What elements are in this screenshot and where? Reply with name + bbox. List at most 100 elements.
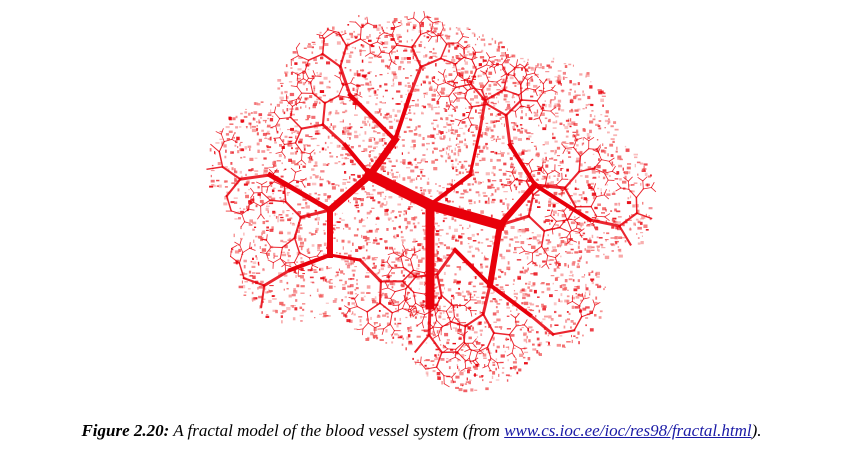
speckle [492,337,495,341]
speckle [267,114,272,116]
speckle [576,265,580,269]
speckle [430,360,435,362]
vessel-segment [504,98,523,117]
speckle [546,247,549,249]
speckle [431,77,433,81]
speckle [589,85,593,89]
speckle [334,298,338,301]
speckle [294,163,299,166]
speckle [470,281,473,283]
speckle [402,161,406,165]
speckle [522,266,524,270]
speckle [413,147,415,150]
speckle [569,88,572,91]
speckle [598,175,600,178]
speckle [547,234,549,237]
vessel-segment [471,46,477,53]
speckle [275,216,278,219]
speckle [271,226,274,230]
speckle [347,302,350,306]
vessel-segment [603,170,613,174]
speckle [448,114,453,116]
speckle [342,119,344,123]
speckle [581,142,584,146]
speckle [517,128,521,132]
vessel-segment [293,179,303,183]
vessel-segment [301,151,303,161]
vessel-segment [374,325,381,329]
speckle [234,170,238,174]
speckle [476,296,480,298]
speckle [296,180,299,184]
vessel-segment [502,88,520,96]
vessel-segment [388,52,392,62]
speckle [612,140,615,143]
speckle [543,176,548,180]
speckle [518,152,523,156]
vessel-segment [346,308,351,315]
vessel-segment [426,32,433,38]
vessel-segment [260,213,265,220]
speckle [221,141,225,144]
speckle [556,267,561,269]
speckle [395,103,400,105]
source-link[interactable]: www.cs.ioc.ee/ioc/res98/fractal.html [504,421,752,440]
speckle [443,135,446,139]
speckle [307,182,311,186]
speckle [519,174,523,178]
speckle [241,121,244,123]
vessel-segment [464,87,472,95]
speckle [237,146,239,149]
speckle [575,113,579,116]
speckle [302,165,306,168]
speckle [337,221,341,223]
speckle [391,261,396,263]
speckle [323,312,327,316]
speckle [479,375,483,378]
speckle [501,371,505,374]
speckle [411,44,417,48]
speckle [314,192,317,195]
speckle [309,276,314,279]
speckle [533,111,536,114]
speckle [354,293,357,295]
speckle [537,206,541,208]
speckle [390,169,393,172]
speckle [462,295,466,297]
vessel-segment [283,185,287,203]
speckle [346,127,351,129]
vessel-segment [349,97,356,104]
vessel-segment [481,283,492,317]
vessel-segment [493,66,496,74]
speckle [452,352,455,354]
speckle [535,65,539,68]
speckle [560,293,563,297]
speckle [360,297,364,301]
speckle [526,178,529,182]
speckle [256,103,261,106]
vessel-segment [443,375,453,378]
speckle [477,75,480,78]
speckle [546,287,551,291]
vessel-segment [511,352,516,359]
speckle [510,122,516,124]
vessel-segment [381,287,389,290]
speckle [384,195,387,198]
vessel-segment [524,250,534,254]
speckle [443,214,447,216]
speckle [294,129,298,133]
speckle [611,219,615,222]
speckle [591,280,593,282]
speckle [287,259,290,262]
speckle [471,32,475,35]
speckle [489,381,492,383]
speckle [617,155,622,159]
speckle [569,195,573,197]
speckle [514,296,517,298]
speckle [381,191,384,194]
speckle [311,182,317,186]
speckle [613,134,618,137]
speckle [291,147,293,150]
vessel-segment [428,322,434,328]
speckle [611,226,615,229]
